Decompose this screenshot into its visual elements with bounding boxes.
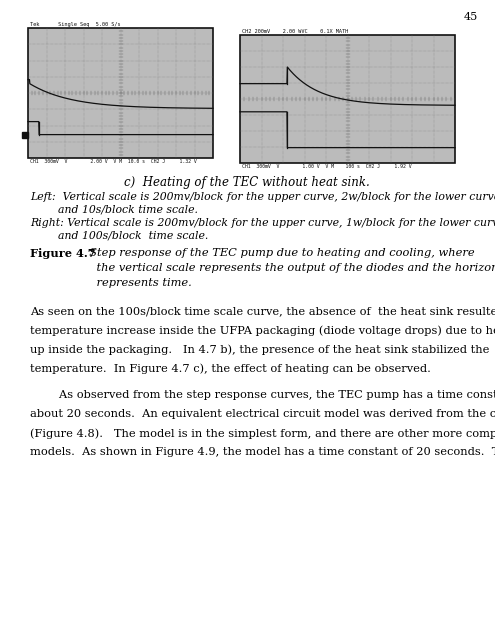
Text: As seen on the 100s/block time scale curve, the absence of  the heat sink result: As seen on the 100s/block time scale cur… xyxy=(30,306,495,316)
Text: CH1  300mV  V        1.00 V  V M    100 s  CH2 J     1.92 V: CH1 300mV V 1.00 V V M 100 s CH2 J 1.92 … xyxy=(242,164,412,169)
Text: and 10s/block time scale.: and 10s/block time scale. xyxy=(30,204,198,214)
Text: CH2 200mV    2.00 WVC    0.1X MATH: CH2 200mV 2.00 WVC 0.1X MATH xyxy=(242,29,348,34)
Text: about 20 seconds.  An equivalent electrical circuit model was derived from the c: about 20 seconds. An equivalent electric… xyxy=(30,409,495,419)
Text: (Figure 4.8).   The model is in the simplest form, and there are other more comp: (Figure 4.8). The model is in the simple… xyxy=(30,428,495,438)
Bar xyxy=(240,35,455,163)
Text: CH1  300mV  V        2.00 V  V M  10.0 s  CH2 J     1.32 V: CH1 300mV V 2.00 V V M 10.0 s CH2 J 1.32… xyxy=(30,159,197,164)
Text: Tek      Single Seq  5.00 S/s: Tek Single Seq 5.00 S/s xyxy=(30,22,121,27)
Text: up inside the packaging.   In 4.7 b), the presence of the heat sink stabilized t: up inside the packaging. In 4.7 b), the … xyxy=(30,344,490,355)
Bar xyxy=(28,28,213,158)
Bar xyxy=(22,132,28,138)
Text: and 100s/block  time scale.: and 100s/block time scale. xyxy=(30,230,208,240)
Text: As observed from the step response curves, the TEC pump has a time constant of: As observed from the step response curve… xyxy=(30,390,495,400)
Text: 45: 45 xyxy=(464,12,478,22)
Text: Left:  Vertical scale is 200mv/block for the upper curve, 2w/block for the lower: Left: Vertical scale is 200mv/block for … xyxy=(30,192,495,202)
Text: temperature.  In Figure 4.7 c), the effect of heating can be observed.: temperature. In Figure 4.7 c), the effec… xyxy=(30,363,431,374)
Text: temperature increase inside the UFPA packaging (diode voltage drops) due to heat: temperature increase inside the UFPA pac… xyxy=(30,325,495,335)
Text: Right: Vertical scale is 200mv/block for the upper curve, 1w/block for the lower: Right: Vertical scale is 200mv/block for… xyxy=(30,218,495,228)
Text: models.  As shown in Figure 4.9, the model has a time constant of 20 seconds.  T: models. As shown in Figure 4.9, the mode… xyxy=(30,447,495,457)
Text: c)  Heating of the TEC without heat sink.: c) Heating of the TEC without heat sink. xyxy=(124,176,370,189)
Text: Step response of the TEC pump due to heating and cooling, where
    the vertical: Step response of the TEC pump due to hea… xyxy=(82,248,495,287)
Text: Figure 4.7: Figure 4.7 xyxy=(30,248,96,259)
